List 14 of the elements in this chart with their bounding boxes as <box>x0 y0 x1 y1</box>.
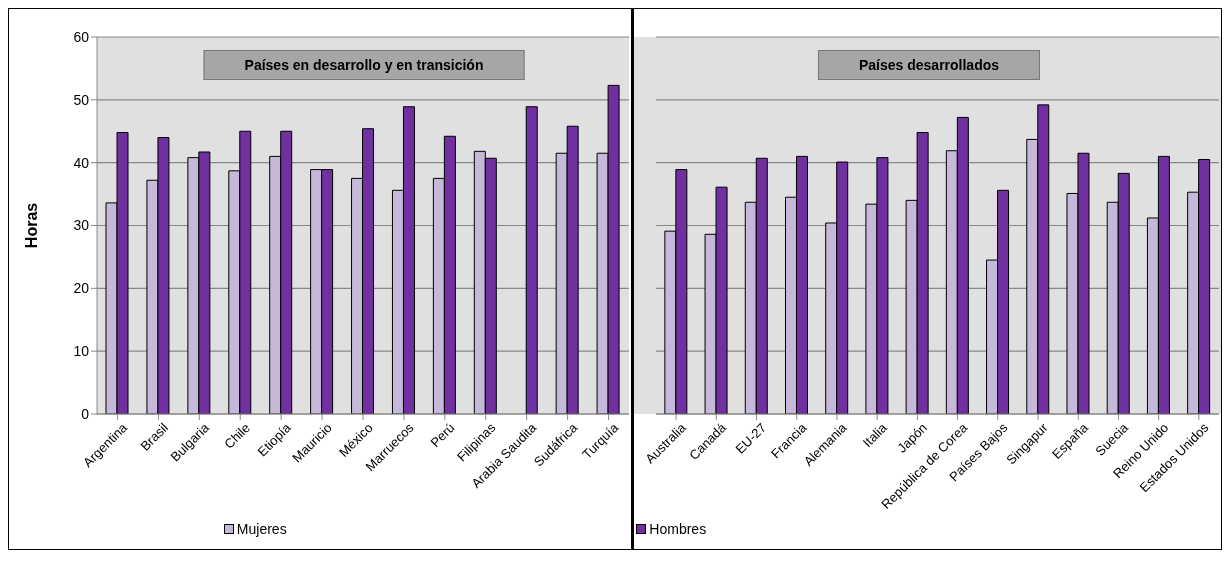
y-axis-title: Horas <box>22 202 40 249</box>
legend-label: Hombres <box>649 521 707 537</box>
y-tick-label: 20 <box>73 280 90 297</box>
title-box: Países desarrollados <box>817 50 1041 80</box>
title-box: Países en desarrollo y en transición <box>203 50 525 80</box>
y-tick-label: 0 <box>81 405 90 422</box>
y-tick-label: 50 <box>73 91 90 108</box>
y-tick-label: 30 <box>73 217 90 234</box>
y-tick-label: 40 <box>73 154 90 171</box>
y-tick-label: 60 <box>73 28 90 45</box>
legend-label: Mujeres <box>236 521 287 537</box>
bar <box>525 106 538 414</box>
x-tick-label: Italia <box>859 419 891 451</box>
y-tick-label: 10 <box>73 343 90 360</box>
